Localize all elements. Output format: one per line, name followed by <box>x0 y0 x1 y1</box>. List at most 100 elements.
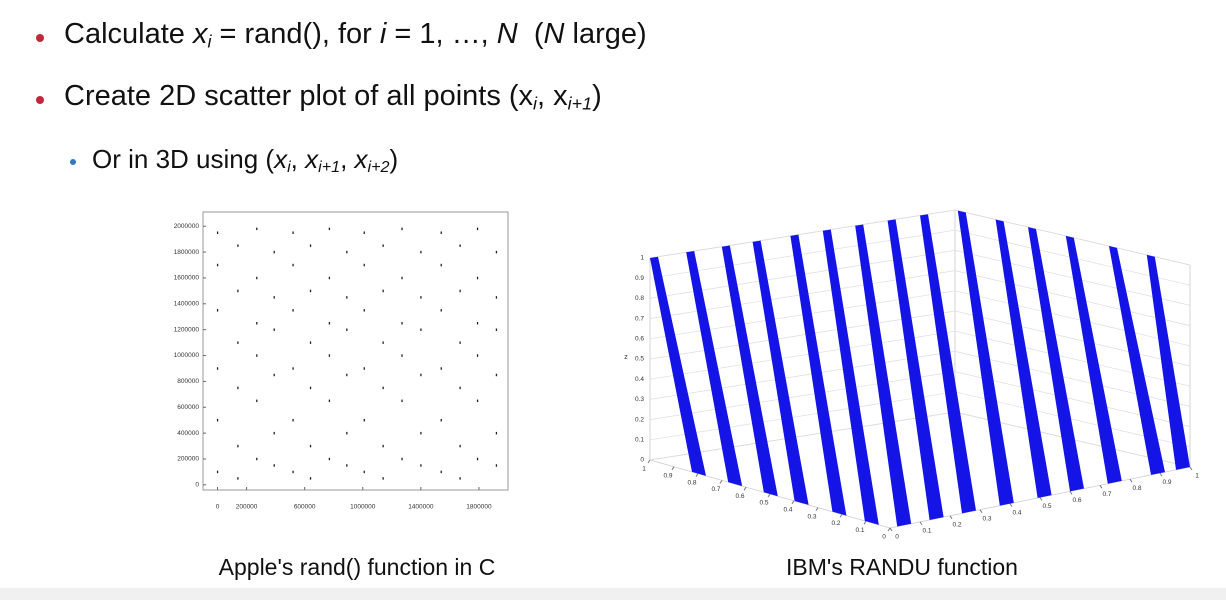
point <box>401 457 403 461</box>
x-tick-label: 600000 <box>294 504 316 511</box>
y-tick <box>1009 503 1013 507</box>
point <box>401 227 403 231</box>
point <box>401 354 403 357</box>
plane <box>1065 235 1122 484</box>
point <box>292 470 294 474</box>
x-tick <box>647 459 651 464</box>
point <box>309 289 312 293</box>
point <box>216 263 219 267</box>
y-tick-label: 1800000 <box>174 249 200 256</box>
point <box>495 250 498 254</box>
point <box>273 250 275 254</box>
x-tick <box>719 480 723 484</box>
point <box>328 457 331 461</box>
y-tick <box>1099 485 1103 489</box>
plot-frame <box>202 211 509 491</box>
point <box>476 227 479 231</box>
text: , x <box>537 80 568 112</box>
x-tick-label: 0.4 <box>783 507 792 514</box>
point <box>459 244 461 247</box>
text: Or in 3D using ( <box>92 144 275 174</box>
point <box>382 289 384 293</box>
x-tick-label: 0.8 <box>687 479 696 486</box>
x-tick-label: 0.5 <box>759 500 768 507</box>
point <box>440 367 442 370</box>
point <box>237 289 239 293</box>
text: x <box>192 18 208 50</box>
point <box>273 328 275 331</box>
text: x <box>354 144 368 174</box>
y-tick-label: 1400000 <box>174 301 200 308</box>
x-tick <box>887 527 891 532</box>
point <box>420 373 422 377</box>
point <box>273 431 275 435</box>
plane <box>822 229 879 525</box>
point <box>328 399 331 403</box>
y-tick-label: 0.9 <box>1162 479 1171 486</box>
point <box>420 250 422 254</box>
caption: IBM's RANDU function <box>786 554 1018 580</box>
point <box>256 227 258 231</box>
z-tick-label: 0.1 <box>635 437 644 444</box>
y-tick-label: 1000000 <box>174 352 200 359</box>
point <box>328 276 331 280</box>
point <box>346 328 348 331</box>
y-tick-label: 0.2 <box>952 522 961 529</box>
plane <box>887 219 944 520</box>
y-tick-label: 0.8 <box>1132 485 1141 492</box>
y-tick-label: 1 <box>1195 473 1199 480</box>
y-tick-label: 600000 <box>177 404 199 411</box>
point <box>459 477 461 480</box>
point <box>292 418 294 422</box>
point <box>256 322 258 325</box>
point <box>346 464 348 467</box>
z-tick-label: 0.2 <box>635 416 644 423</box>
point <box>363 231 365 234</box>
point <box>459 341 461 344</box>
point <box>328 354 331 357</box>
point <box>459 289 461 293</box>
point <box>292 263 294 267</box>
point <box>216 418 219 422</box>
point <box>216 231 219 234</box>
x-tick-label: 200000 <box>236 504 258 511</box>
point <box>363 309 365 312</box>
plane <box>1028 227 1084 492</box>
point <box>292 367 294 370</box>
bullet: Calculate xi = rand(), for i = 1, …, N (… <box>64 18 647 52</box>
point <box>401 399 403 403</box>
point <box>237 386 239 390</box>
point <box>420 431 422 435</box>
point <box>440 309 442 312</box>
z-tick-label: 0 <box>640 457 644 464</box>
y-tick-label: 1600000 <box>174 275 200 282</box>
text: i+1 <box>567 93 593 114</box>
z-tick-label: 0.6 <box>635 336 644 343</box>
text: N <box>543 18 565 50</box>
point <box>401 276 403 280</box>
point <box>420 296 422 299</box>
text: x <box>274 144 288 174</box>
point <box>346 431 348 435</box>
point <box>495 373 498 377</box>
z-tick-label: 0.9 <box>635 275 644 282</box>
point <box>309 386 312 390</box>
point <box>273 296 275 299</box>
point <box>363 367 365 370</box>
y-tick-label: 0 <box>895 534 899 541</box>
x-tick-label: 1000000 <box>350 504 376 511</box>
point <box>382 386 384 390</box>
y-tick-label: 200000 <box>177 456 199 463</box>
y-tick <box>889 527 893 532</box>
x-tick <box>767 493 771 498</box>
plane <box>1146 254 1190 470</box>
z-tick-label: 0.7 <box>635 315 644 322</box>
y-tick <box>919 521 923 526</box>
x-tick-label: 1 <box>642 466 646 473</box>
point <box>292 309 294 312</box>
point <box>382 477 384 480</box>
point <box>459 444 461 448</box>
point <box>363 263 365 267</box>
